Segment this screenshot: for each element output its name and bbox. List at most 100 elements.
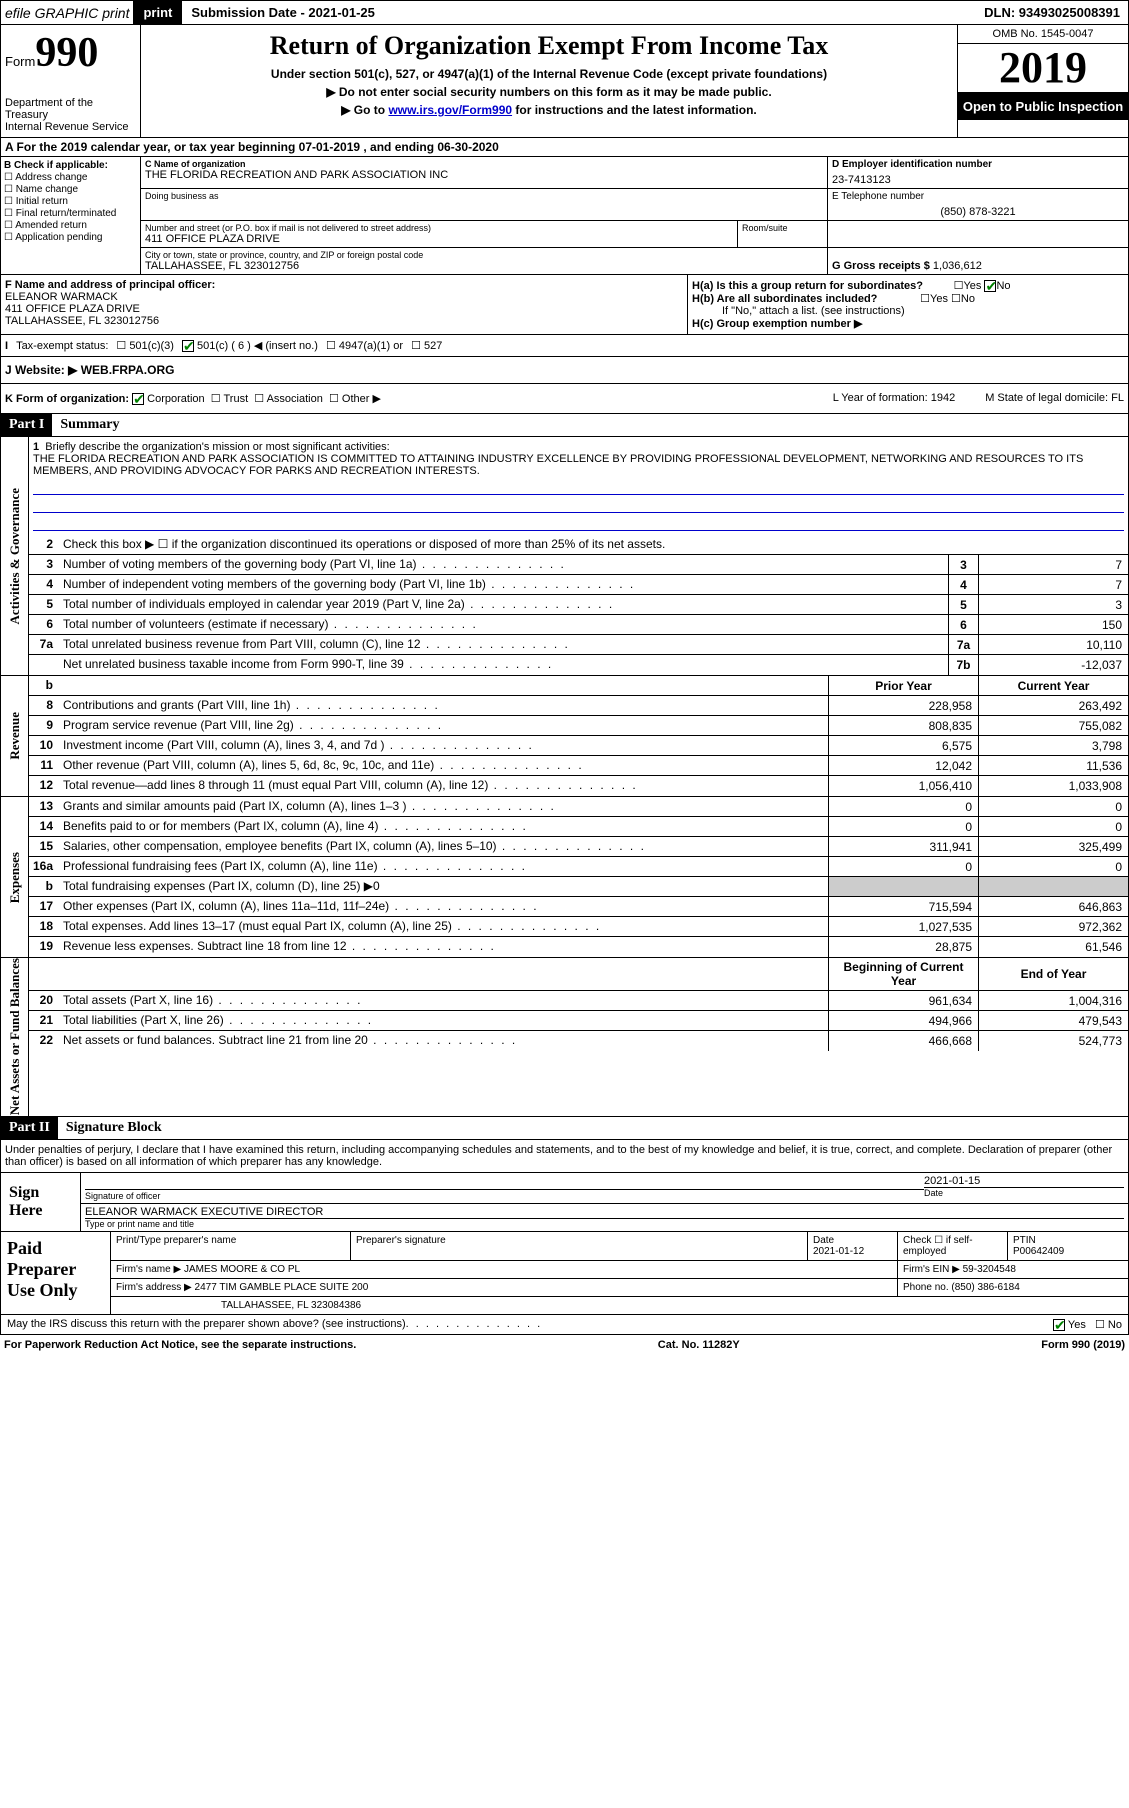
line-num [29,655,59,675]
chk-initial[interactable]: ☐ Initial return [4,196,137,207]
k-corp-check[interactable] [132,393,144,405]
form-header: Form990 Department of the Treasury Inter… [0,25,1129,138]
line-num: 18 [29,917,59,936]
ein-label: D Employer identification number [832,159,1124,170]
tax-status-row: ITax-exempt status: ☐ 501(c)(3) 501(c) (… [0,335,1129,357]
hdr-mid: Return of Organization Exempt From Incom… [141,25,958,137]
part2-header: Part II Signature Block [0,1117,1129,1140]
part2-num: Part II [1,1117,58,1139]
prior-val: 28,875 [828,937,978,957]
prior-val: 6,575 [828,736,978,755]
org-name-cell: C Name of organization THE FLORIDA RECRE… [141,157,828,188]
firm-addr-val: 2477 TIM GAMBLE PLACE SUITE 200 [195,1282,369,1293]
sig-date-val: 2021-01-15 [924,1175,1124,1187]
prior-val: 0 [828,797,978,816]
line-val: 150 [978,615,1128,634]
addr-val: 411 OFFICE PLAZA DRIVE [145,233,733,245]
org-name-label: C Name of organization [145,159,823,169]
line-box: 7a [948,635,978,654]
row-a-text: A For the 2019 calendar year, or tax yea… [5,140,499,154]
line-num: 6 [29,615,59,634]
line-desc: Other revenue (Part VIII, column (A), li… [59,756,828,775]
addr-label: Number and street (or P.O. box if mail i… [145,223,733,233]
line-num: 4 [29,575,59,594]
discuss-dots [406,1318,543,1331]
sig-officer-line: Signature of officer 2021-01-15 Date [81,1173,1128,1204]
current-val: 1,033,908 [978,776,1128,796]
prep-row-1: Print/Type preparer's name Preparer's si… [111,1232,1128,1261]
sig-officer-label: Signature of officer [85,1189,924,1201]
revenue-line: 12Total revenue—add lines 8 through 11 (… [29,776,1128,796]
line-desc: Salaries, other compensation, employee b… [59,837,828,856]
tax-527[interactable]: ☐ 527 [411,339,442,352]
col-b-label: B Check if applicable: [4,160,137,171]
website-val[interactable]: WEB.FRPA.ORG [81,363,175,377]
k-assoc-label: Association [267,393,323,405]
vtab-revenue: Revenue [1,676,29,796]
mission-fill-3 [33,515,1124,531]
tax-4947[interactable]: ☐ 4947(a)(1) or [326,339,403,352]
footer-right: Form 990 (2019) [1041,1339,1125,1351]
line-box: 6 [948,615,978,634]
mission-fill-1 [33,479,1124,495]
city-label: City or town, state or province, country… [145,250,823,260]
tax-501c-check [182,340,194,352]
m-state: M State of legal domicile: FL [985,392,1124,405]
mission-label: Briefly describe the organization's miss… [45,441,389,453]
activities-body: 1 Briefly describe the organization's mi… [29,437,1128,675]
prior-val: 311,941 [828,837,978,856]
netassets-line: 20Total assets (Part X, line 16)961,6341… [29,991,1128,1011]
line-desc: Revenue less expenses. Subtract line 18 … [59,937,828,957]
klm-row: K Form of organization: Corporation ☐ Tr… [0,384,1129,414]
chk-amended[interactable]: ☐ Amended return [4,220,137,231]
preparer-title: Paid Preparer Use Only [1,1232,111,1314]
activities-line: 6Total number of volunteers (estimate if… [29,615,1128,635]
submission-date: Submission Date - 2021-01-25 [183,1,383,24]
k-label: K Form of organization: [5,393,129,405]
irs-link[interactable]: www.irs.gov/Form990 [388,103,512,117]
chk-address[interactable]: ☐ Address change [4,172,137,183]
prep-self-emp[interactable]: Check ☐ if self-employed [898,1232,1008,1260]
discuss-yes[interactable]: Yes ☐ No [1053,1318,1122,1331]
part1-num: Part I [1,414,52,436]
firm-ein-val: 59-3204548 [963,1264,1016,1275]
subtitle-2b: ▶ Go to www.irs.gov/Form990 for instruct… [147,103,951,117]
section-fgh: F Name and address of principal officer:… [0,275,1129,335]
hc-label: H(c) Group exemption number ▶ [692,318,862,330]
line-num: 5 [29,595,59,614]
current-val: 524,773 [978,1031,1128,1051]
line-desc: Total assets (Part X, line 16) [59,991,828,1010]
chk-name[interactable]: ☐ Name change [4,184,137,195]
vtab-activities: Activities & Governance [1,437,29,675]
rev-hdr-desc [59,676,828,695]
line-num: 7a [29,635,59,654]
line-num: 11 [29,756,59,775]
gross-cell: G Gross receipts $ 1,036,612 [828,248,1128,274]
sign-here-row: Sign Here Signature of officer 2021-01-1… [1,1172,1128,1231]
line-val: 3 [978,595,1128,614]
tax-501c3[interactable]: ☐ 501(c)(3) [116,339,174,352]
firm-name-val: JAMES MOORE & CO PL [184,1264,300,1275]
k-trust-label: Trust [224,393,249,405]
sig-date: 2021-01-15 Date [924,1175,1124,1201]
print-button[interactable]: print [133,1,183,24]
tax-501c[interactable]: 501(c) ( 6 ) ◀ (insert no.) [182,339,318,352]
current-val: 3,798 [978,736,1128,755]
current-val: 11,536 [978,756,1128,775]
expenses-line: 14Benefits paid to or for members (Part … [29,817,1128,837]
hc: H(c) Group exemption number ▶ [692,317,1124,330]
expenses-line: 17Other expenses (Part IX, column (A), l… [29,897,1128,917]
hb-label: H(b) Are all subordinates included? [692,293,877,305]
activities-line: 4Number of independent voting members of… [29,575,1128,595]
chk-amended-label: Amended return [15,220,87,231]
sig-officer[interactable]: Signature of officer [85,1175,924,1201]
prep-name-label: Print/Type preparer's name [111,1232,351,1260]
chk-final[interactable]: ☐ Final return/terminated [4,208,137,219]
line-num: 8 [29,696,59,715]
chk-pending[interactable]: ☐ Application pending [4,232,137,243]
prior-val: 1,056,410 [828,776,978,796]
firm-name-label: Firm's name ▶ [116,1264,181,1275]
ha-no-check[interactable] [984,280,996,292]
netassets-section: Net Assets or Fund Balances Beginning of… [0,958,1129,1116]
block-bc: B Check if applicable: ☐ Address change … [0,157,1129,275]
